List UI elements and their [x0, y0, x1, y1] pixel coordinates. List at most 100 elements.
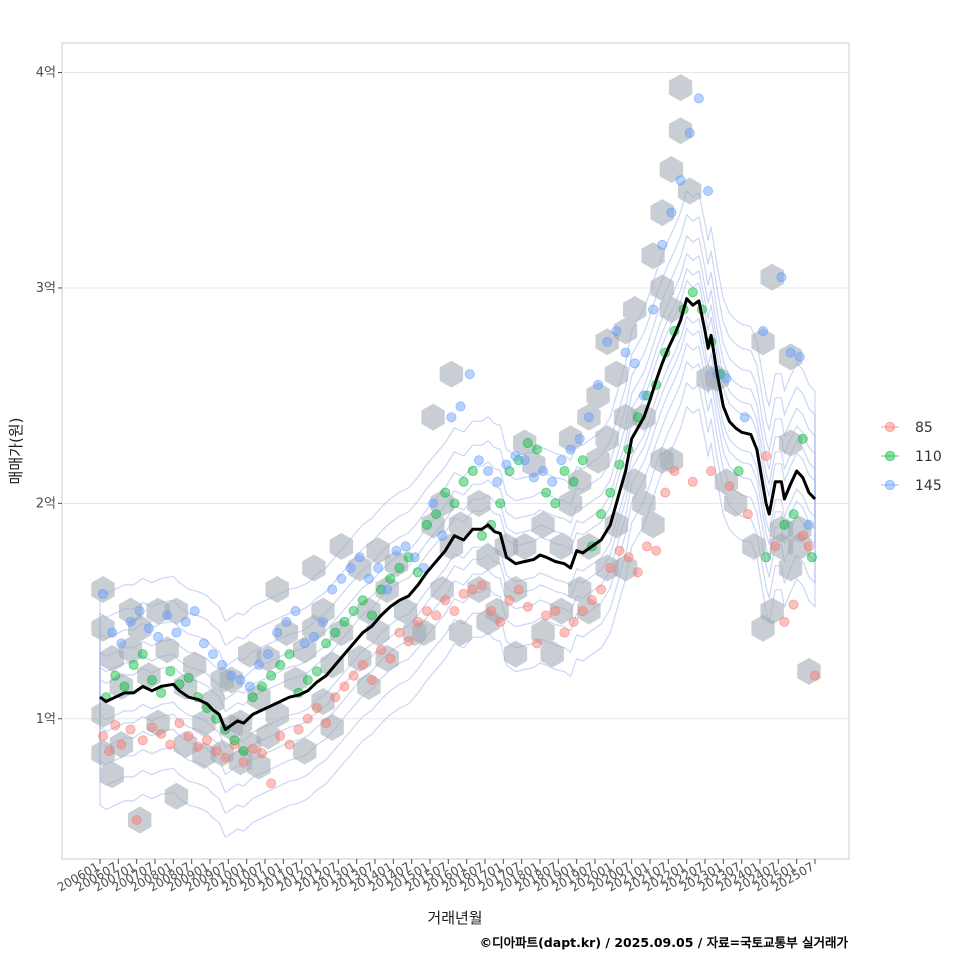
- data-point-145: [208, 649, 219, 660]
- legend-key-point: [884, 479, 896, 491]
- hexbin-cell: [769, 515, 794, 543]
- data-point-85: [110, 720, 121, 731]
- hexbin-cell: [476, 543, 500, 571]
- data-point-85: [412, 616, 423, 627]
- y-tick-label: 4억: [36, 66, 56, 81]
- data-point-145: [263, 649, 274, 660]
- hexbin-cell: [531, 619, 555, 647]
- data-point-145: [244, 681, 255, 692]
- data-point-110: [733, 466, 744, 477]
- data-point-85: [467, 584, 478, 595]
- hexbin-cell: [513, 429, 537, 457]
- data-point-85: [431, 610, 442, 621]
- hexbin-cell: [467, 489, 491, 517]
- data-point-110: [311, 666, 322, 677]
- data-point-145: [308, 631, 319, 642]
- data-point-145: [418, 562, 429, 573]
- density-contour: [99, 214, 816, 815]
- data-point-110: [421, 519, 432, 530]
- data-point-110: [559, 466, 570, 477]
- hexbin-cell: [778, 429, 803, 457]
- y-tick-label: 3억: [36, 281, 56, 296]
- hexbin-cell: [91, 700, 115, 728]
- data-point-110: [128, 659, 139, 670]
- hexbin-cell: [659, 296, 684, 323]
- data-point-145: [501, 459, 512, 470]
- data-point-145: [400, 541, 411, 552]
- data-point-145: [666, 207, 677, 218]
- data-point-85: [513, 584, 524, 595]
- hexbin-cell: [577, 403, 601, 431]
- hexbin-cell: [201, 688, 225, 715]
- data-point-85: [486, 606, 497, 617]
- data-point-145: [153, 631, 164, 642]
- data-point-85: [614, 545, 625, 556]
- data-point-85: [385, 653, 396, 664]
- data-point-85: [266, 778, 277, 789]
- data-point-85: [275, 730, 286, 741]
- data-point-145: [657, 239, 668, 250]
- data-point-145: [363, 573, 374, 584]
- hexbin-cell: [760, 263, 784, 291]
- data-point-145: [483, 466, 494, 477]
- data-point-110: [541, 487, 552, 498]
- data-point-145: [446, 412, 457, 423]
- data-point-145: [125, 616, 136, 627]
- data-point-85: [284, 739, 295, 750]
- data-point-110: [321, 638, 332, 649]
- data-point-110: [476, 530, 487, 541]
- hexbin-cell: [549, 597, 574, 625]
- hexbin-cell: [128, 614, 152, 642]
- hexbin-cell: [650, 274, 674, 302]
- data-point-85: [421, 606, 432, 617]
- hexbin-cell: [348, 644, 372, 672]
- data-point-85: [192, 741, 203, 752]
- data-point-145: [327, 584, 338, 595]
- data-point-145: [437, 530, 448, 541]
- data-point-145: [235, 674, 246, 685]
- data-point-85: [146, 722, 157, 733]
- data-point-110: [531, 444, 542, 455]
- data-point-85: [559, 627, 570, 638]
- data-point-110: [357, 595, 368, 606]
- hexbin-cell: [421, 403, 445, 431]
- data-point-110: [366, 610, 377, 621]
- data-point-145: [510, 450, 521, 461]
- hexbin-cell: [91, 614, 115, 642]
- data-point-85: [321, 718, 332, 729]
- data-point-110: [495, 498, 506, 509]
- hexbin-cell: [668, 117, 693, 145]
- hexbin-cell: [788, 515, 812, 543]
- data-point-85: [788, 599, 799, 610]
- data-point-85: [577, 606, 588, 617]
- data-point-85: [220, 752, 231, 763]
- hexbin-cell: [137, 662, 161, 690]
- data-point-85: [137, 735, 148, 746]
- data-point-85: [394, 627, 405, 638]
- data-point-110: [467, 466, 478, 477]
- data-point-145: [373, 562, 384, 573]
- hexbin-cell: [439, 532, 464, 560]
- data-point-145: [492, 476, 503, 487]
- data-point-85: [330, 692, 341, 703]
- hexbin-cell: [595, 425, 619, 453]
- data-point-145: [602, 336, 613, 347]
- data-point-145: [336, 573, 347, 584]
- hexbin-cell: [723, 489, 748, 517]
- data-point-145: [217, 659, 228, 670]
- hexbin-cell: [293, 636, 317, 664]
- hexbin-cell: [238, 640, 262, 668]
- hexbin-cell: [366, 537, 390, 565]
- data-point-145: [198, 638, 209, 649]
- data-point-145: [794, 351, 805, 362]
- hexbin-cell: [751, 328, 775, 356]
- y-tick-label: 2억: [36, 496, 56, 511]
- data-point-145: [758, 326, 769, 337]
- legend: 85 110 145: [881, 420, 942, 494]
- data-point-145: [684, 127, 695, 138]
- hexbin-cell: [522, 451, 546, 479]
- hexbin-cell: [238, 731, 262, 759]
- data-point-110: [339, 616, 350, 627]
- hexbin-cell: [623, 468, 647, 496]
- data-point-85: [779, 616, 790, 627]
